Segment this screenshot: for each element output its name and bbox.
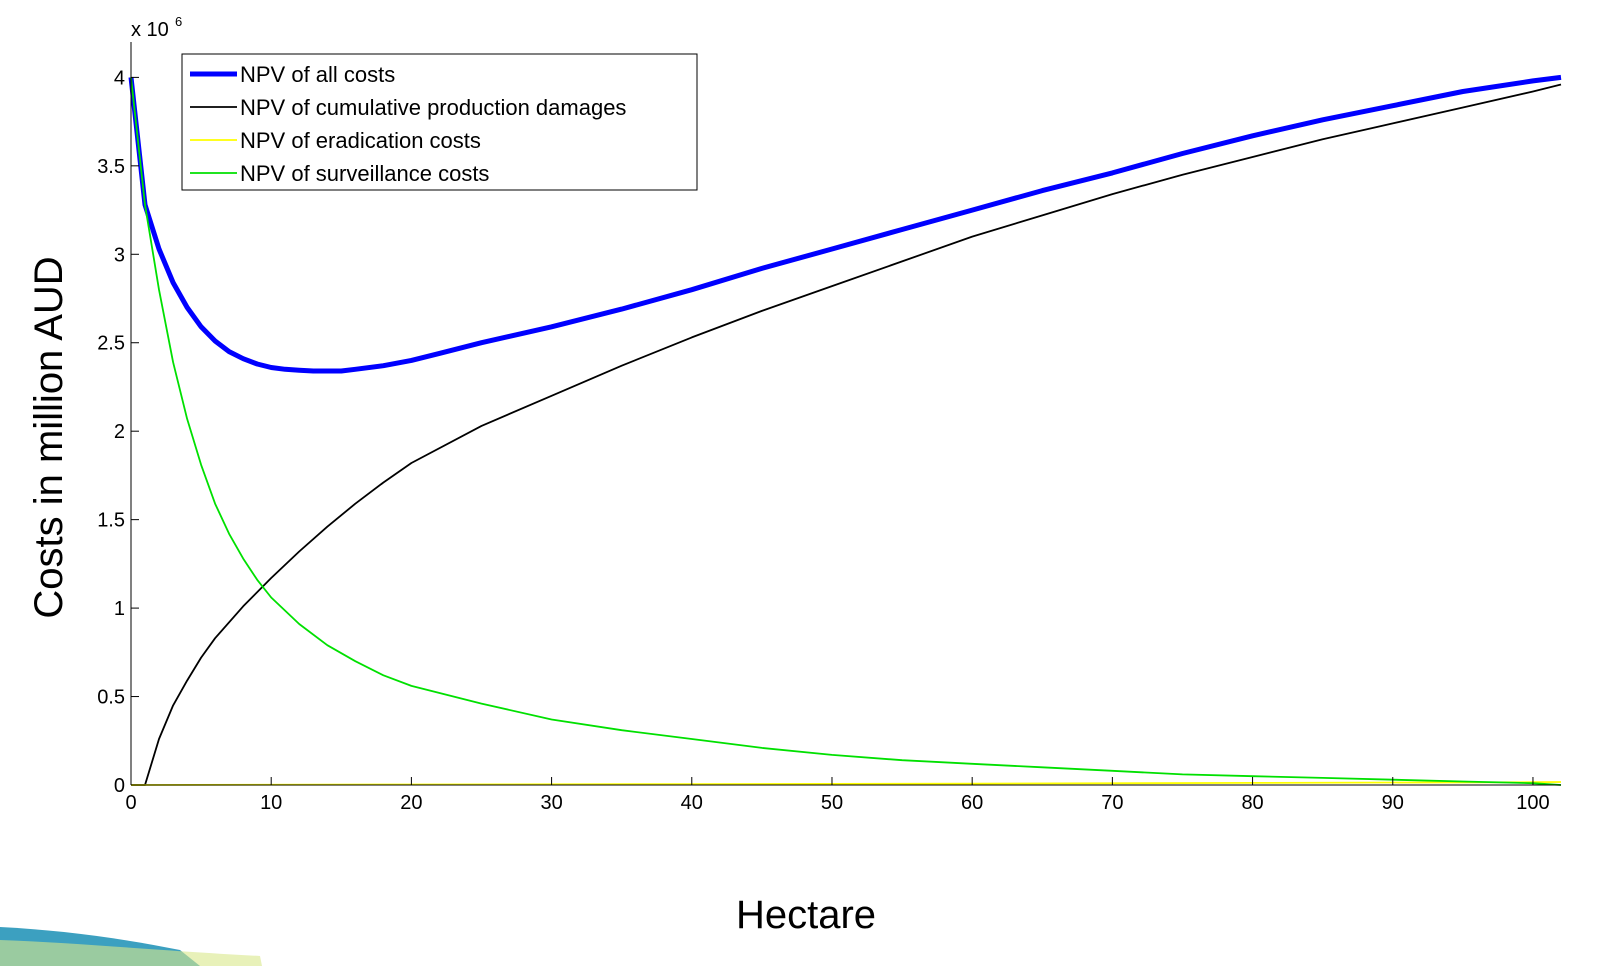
legend: NPV of all costs NPV of cumulative produc…: [181, 53, 698, 191]
y-tick-label: 1.5: [97, 510, 125, 532]
series-surveillance-costs-line: [130, 77, 1562, 786]
x-tick-label: 70: [1101, 792, 1123, 814]
y-multiplier: x 10: [131, 19, 169, 41]
legend-entry: NPV of surveillance costs: [240, 161, 489, 186]
y-multiplier-exponent: 6: [175, 14, 182, 29]
x-tick-label: 40: [681, 792, 703, 814]
legend-entry: NPV of cumulative production damages: [240, 95, 626, 120]
y-tick-label: 3: [114, 244, 125, 266]
y-axis-title: Costs in million AUD: [27, 256, 71, 618]
x-tick-label: 80: [1241, 792, 1263, 814]
x-tick-label: 90: [1382, 792, 1404, 814]
y-tick-label: 2.5: [97, 333, 125, 355]
y-tick-label: 3.5: [97, 156, 125, 178]
x-axis-title: Hectare: [736, 893, 876, 937]
x-tick-label: 30: [540, 792, 562, 814]
legend-entry: NPV of all costs: [240, 62, 395, 87]
x-tick-label: 100: [1516, 792, 1549, 814]
series-all-costs-line: [128, 74, 1562, 374]
corner-swoosh-highlight: [0, 940, 262, 966]
x-tick-label: 50: [821, 792, 843, 814]
y-tick-label: 1: [114, 598, 125, 620]
series-production-damages-line: [131, 83, 1562, 786]
y-tick-label: 2: [114, 421, 125, 443]
legend-entry: NPV of eradication costs: [240, 128, 481, 153]
y-tick-label: 4: [114, 67, 125, 89]
y-tick-label: 0.5: [97, 687, 125, 709]
x-tick-label: 20: [400, 792, 422, 814]
x-tick-label: 10: [260, 792, 282, 814]
legend-box: [181, 53, 698, 191]
x-tick-label: 60: [961, 792, 983, 814]
y-tick-label: 0: [114, 775, 125, 797]
axes: 0 10 20 30 40 50 60 70 80 90 100 0 0.5 1 1.5 2 2.5 3 3.5 4: [97, 42, 1561, 814]
x-tick-label: 0: [125, 792, 136, 814]
